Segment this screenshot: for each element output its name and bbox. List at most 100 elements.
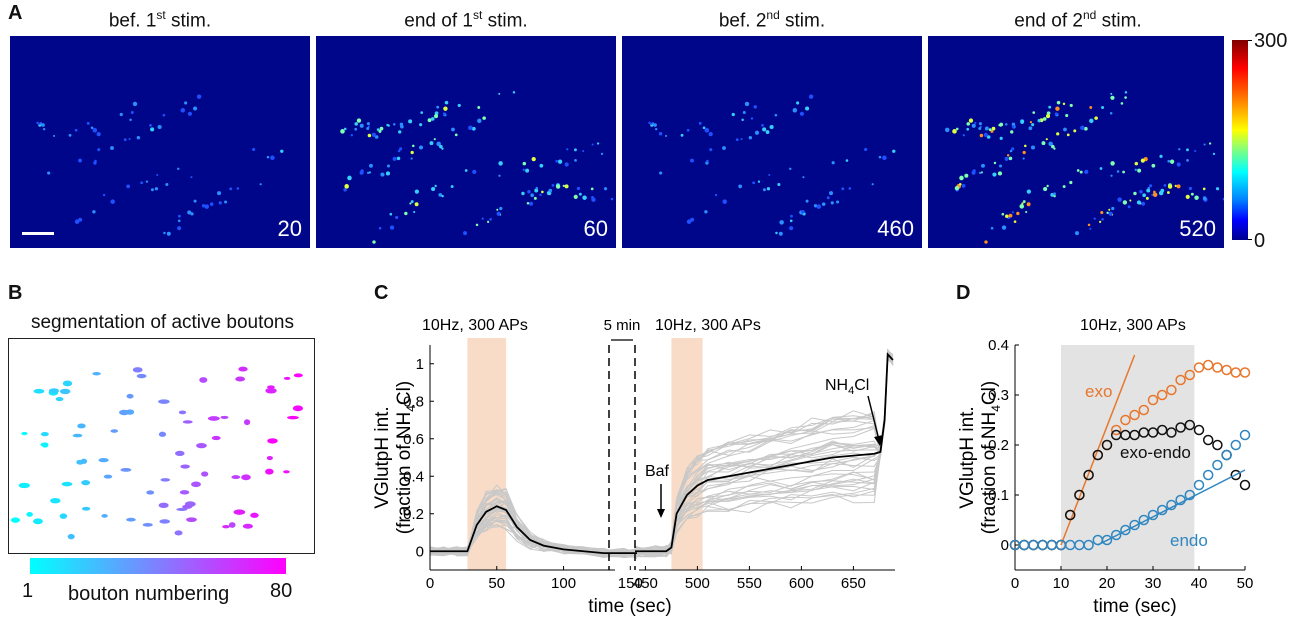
- endo-point: [1175, 494, 1186, 506]
- bouton-dot: [789, 226, 794, 231]
- bouton-dot: [94, 159, 97, 163]
- bouton-dot: [343, 127, 347, 131]
- bouton-dot: [366, 126, 370, 130]
- bouton-dot: [1188, 186, 1193, 191]
- bouton-dot: [1151, 163, 1156, 168]
- bouton-segment: [283, 470, 290, 474]
- bouton-dot: [489, 218, 492, 221]
- bouton-dot: [430, 117, 435, 121]
- bouton-dot: [779, 220, 784, 225]
- bouton-dot: [944, 127, 950, 133]
- exo-point: [1193, 362, 1205, 373]
- bouton-dot: [954, 185, 960, 191]
- d-x-tick-label: 0: [1011, 575, 1019, 592]
- bouton-dot: [765, 130, 770, 134]
- bouton-dot: [735, 138, 739, 142]
- bouton-dot: [551, 184, 555, 187]
- bouton-dot: [591, 197, 596, 202]
- bouton-dot: [665, 134, 668, 137]
- bouton-dot: [1110, 92, 1113, 95]
- bouton-dot: [774, 113, 778, 117]
- bouton-dot: [486, 220, 490, 224]
- bouton-segment: [266, 456, 273, 461]
- bouton-dot: [968, 118, 974, 123]
- bouton-dot: [1159, 154, 1163, 158]
- bouton-dot: [775, 231, 778, 235]
- bouton-dot: [984, 126, 989, 131]
- bouton-segment: [40, 431, 49, 437]
- bouton-dot: [653, 123, 657, 127]
- bouton-dot: [177, 167, 180, 171]
- bouton-dot: [1124, 96, 1127, 99]
- bouton-dot: [123, 138, 127, 142]
- bouton-dot: [436, 105, 440, 109]
- bouton-dot: [958, 182, 962, 186]
- colorbar-tick-max: [1248, 40, 1252, 41]
- bouton-segment: [228, 522, 236, 528]
- bouton-dot: [156, 173, 159, 177]
- bouton-dot: [530, 193, 534, 198]
- bouton-dot: [740, 137, 743, 141]
- bouton-dot: [731, 112, 735, 117]
- bouton-dot: [722, 199, 727, 204]
- bouton-dot: [1006, 154, 1010, 157]
- bouton-segment: [55, 396, 64, 402]
- endo-point: [1046, 539, 1058, 551]
- bouton-dot: [1110, 95, 1115, 100]
- bouton-dot: [564, 184, 569, 189]
- bouton-dot: [204, 204, 210, 209]
- bouton-dot: [180, 108, 186, 113]
- endo-label: endo: [1170, 531, 1208, 550]
- bouton-dot: [1087, 223, 1091, 227]
- endo-point: [1028, 539, 1039, 551]
- bouton-dot: [78, 217, 83, 222]
- bouton-dot: [1185, 194, 1190, 199]
- bouton-dot: [1031, 123, 1035, 127]
- bouton-dot: [427, 118, 432, 123]
- bouton-dot: [444, 100, 449, 105]
- d-x-axis-label: time (sec): [1093, 596, 1176, 617]
- bouton-dot: [53, 134, 56, 137]
- frame-number-2: 60: [583, 216, 608, 241]
- bouton-dot: [1043, 187, 1048, 192]
- bouton-dot: [1010, 130, 1014, 134]
- d-y-tick-label: 0.2: [988, 437, 1009, 454]
- bouton-dot: [821, 202, 826, 206]
- bouton-dot: [36, 121, 39, 125]
- bouton-dot: [399, 147, 403, 151]
- bouton-segment: [119, 409, 130, 416]
- bouton-dot: [1152, 192, 1158, 197]
- bouton-dot: [126, 184, 131, 189]
- colorbar-max-label: 300: [1254, 30, 1288, 52]
- exo-point: [1138, 404, 1150, 416]
- bouton-dot: [525, 168, 530, 173]
- bouton-dot: [1133, 191, 1137, 196]
- bouton-dot: [1031, 145, 1036, 150]
- endo-point: [1193, 479, 1205, 491]
- exo-endo-point: [1092, 449, 1104, 461]
- bouton-dot: [1222, 197, 1224, 201]
- c-x-tick-label: 0: [426, 575, 434, 592]
- bouton-dot: [389, 225, 395, 230]
- bouton-dot: [1145, 196, 1149, 200]
- intensity-colorbar: [1232, 40, 1248, 240]
- fluorescence-image-1: 20: [10, 36, 310, 248]
- bouton-dot: [374, 135, 379, 139]
- bouton-dot: [217, 191, 222, 196]
- bouton-dot: [193, 199, 197, 203]
- endo-point: [1129, 519, 1140, 531]
- bouton-dot: [163, 231, 166, 235]
- bouton-dot: [709, 148, 713, 152]
- bouton-dot: [130, 110, 134, 114]
- c-y-tick-label: 0.8: [403, 393, 424, 410]
- bouton-dot: [1140, 158, 1145, 163]
- bouton-segment: [242, 523, 253, 529]
- bouton-dot: [658, 132, 663, 136]
- bouton-dot: [1120, 102, 1124, 105]
- endo-point: [1239, 429, 1251, 441]
- bouton-segment: [62, 380, 73, 387]
- bouton-dot: [1084, 169, 1089, 174]
- bouton-dot: [1122, 170, 1125, 174]
- bouton-segment: [80, 458, 88, 464]
- bouton-segment: [126, 517, 136, 522]
